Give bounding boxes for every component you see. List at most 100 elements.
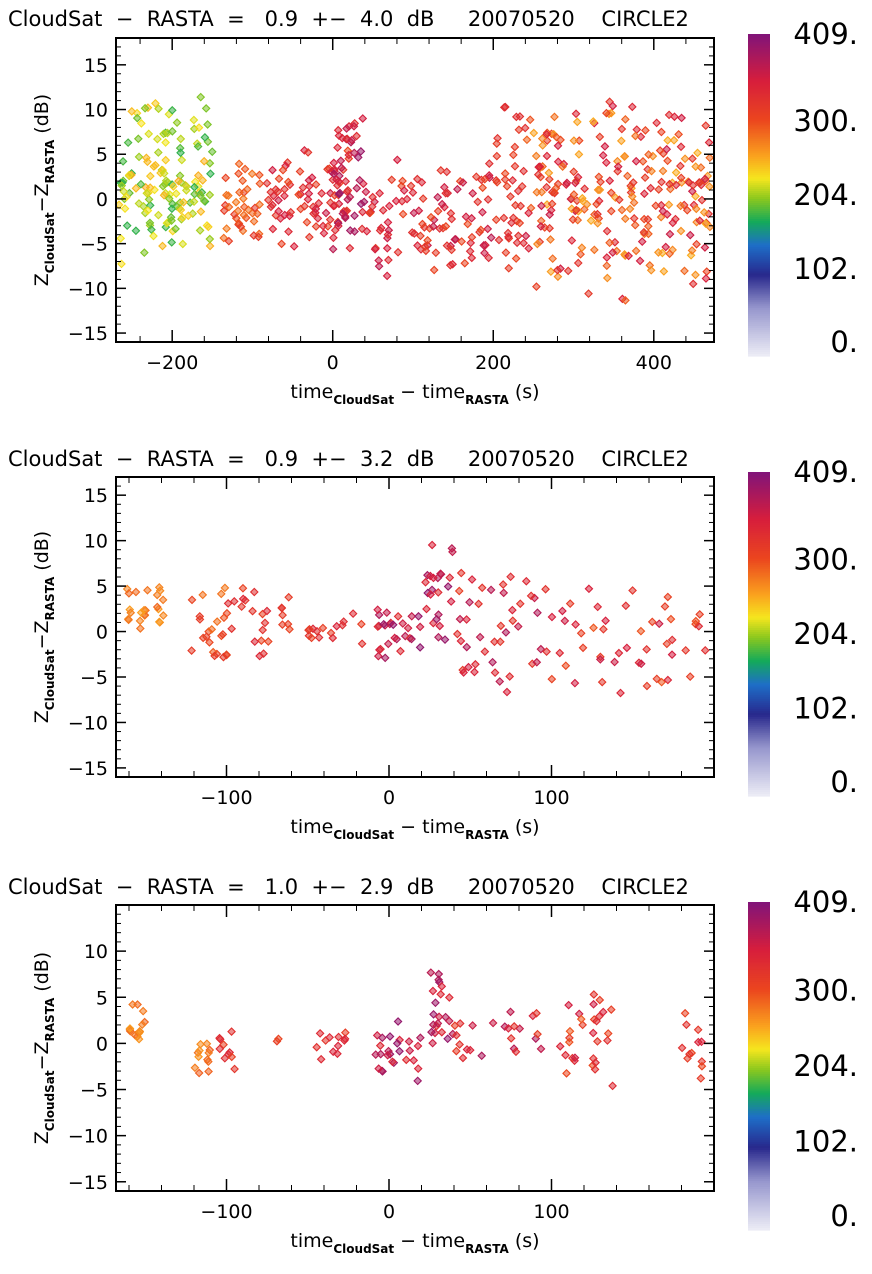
colorbar-segment (748, 48, 770, 51)
data-point (196, 92, 206, 102)
colorbar-segment (748, 225, 770, 228)
data-point (383, 1050, 393, 1060)
data-point (134, 1034, 144, 1044)
colorbar-segment (748, 74, 770, 77)
data-point (202, 1039, 212, 1049)
data-point (644, 150, 653, 159)
data-point (350, 227, 359, 236)
data-point (122, 221, 132, 231)
data-point (222, 190, 231, 200)
data-point (418, 194, 428, 204)
colorbar-segment (748, 1174, 770, 1178)
data-point (498, 580, 508, 589)
y-tick-label: 0 (96, 189, 108, 211)
data-point (537, 201, 546, 211)
data-point (427, 540, 437, 550)
colorbar-segment (748, 1125, 770, 1129)
data-point (542, 129, 552, 139)
data-point (576, 628, 586, 638)
colorbar-segment (748, 279, 770, 283)
data-point (127, 107, 137, 116)
data-point (199, 156, 209, 166)
colorbar-segment (748, 646, 770, 649)
colorbar-segment (748, 599, 770, 603)
data-point (372, 1030, 382, 1040)
data-point (377, 1033, 387, 1043)
data-point (444, 1016, 454, 1026)
colorbar-segment (748, 692, 770, 696)
colorbar-segment (748, 504, 770, 508)
data-point (145, 218, 155, 228)
data-point (652, 118, 662, 128)
data-point (212, 617, 222, 627)
data-point (133, 134, 143, 144)
data-point (532, 657, 542, 667)
colorbar-segment (748, 88, 770, 91)
colorbar-segment (748, 928, 770, 932)
colorbar-segment (748, 78, 770, 81)
data-point (255, 170, 264, 180)
data-point (459, 668, 468, 677)
colorbar-segment (748, 498, 770, 501)
data-point (508, 176, 518, 185)
colorbar-segment (748, 1195, 770, 1198)
data-point (475, 632, 485, 642)
colorbar-segment (748, 1033, 770, 1036)
data-point (674, 129, 684, 139)
colorbar-segment (748, 1217, 770, 1221)
data-point (511, 254, 521, 263)
data-point (434, 632, 443, 642)
data-point (200, 132, 210, 142)
colorbar-segment (748, 182, 770, 186)
data-point (465, 597, 474, 607)
colorbar-segment (748, 265, 770, 269)
colorbar-segment (748, 934, 770, 938)
data-point (578, 643, 588, 653)
data-point (684, 178, 694, 187)
data-point (403, 623, 413, 633)
data-point (349, 121, 359, 131)
colorbar-segment (748, 170, 770, 174)
colorbar-segment (748, 528, 770, 532)
data-point (617, 124, 627, 134)
data-point (249, 231, 259, 240)
colorbar-segment (748, 775, 770, 779)
colorbar-segment (748, 1047, 770, 1051)
colorbar-segment (748, 96, 770, 99)
colorbar-segment (748, 243, 770, 246)
data-point (545, 223, 554, 233)
data-point (274, 206, 284, 216)
data-point (467, 575, 477, 584)
data-point (358, 114, 368, 123)
colorbar-segment (748, 710, 770, 714)
data-point (601, 158, 611, 168)
colorbar-segment (748, 227, 770, 230)
y-label-part: −Z (31, 620, 53, 649)
data-point (250, 203, 260, 213)
data-point (233, 206, 243, 216)
data-point (506, 1033, 516, 1043)
colorbar-segment (748, 1043, 770, 1047)
data-point (464, 662, 473, 672)
colorbar-segment (748, 994, 770, 997)
data-point (456, 636, 466, 646)
data-point (128, 1000, 138, 1009)
data-point (391, 196, 401, 206)
colorbar-label: 204. (793, 1049, 858, 1083)
colorbar-segment (748, 138, 770, 142)
data-point (492, 151, 502, 161)
data-point (443, 582, 453, 591)
data-point (647, 617, 657, 627)
data-point (647, 166, 656, 176)
colorbar-segment (748, 122, 770, 126)
data-point (492, 177, 502, 187)
colorbar-segment (748, 682, 770, 686)
colorbar-segment (748, 195, 770, 198)
colorbar-segment (748, 567, 770, 570)
data-point (677, 178, 687, 187)
colorbar-segment (748, 654, 770, 657)
data-point (268, 165, 277, 175)
data-point (606, 206, 616, 216)
data-point (692, 239, 701, 249)
colorbar-label: 204. (793, 178, 858, 212)
